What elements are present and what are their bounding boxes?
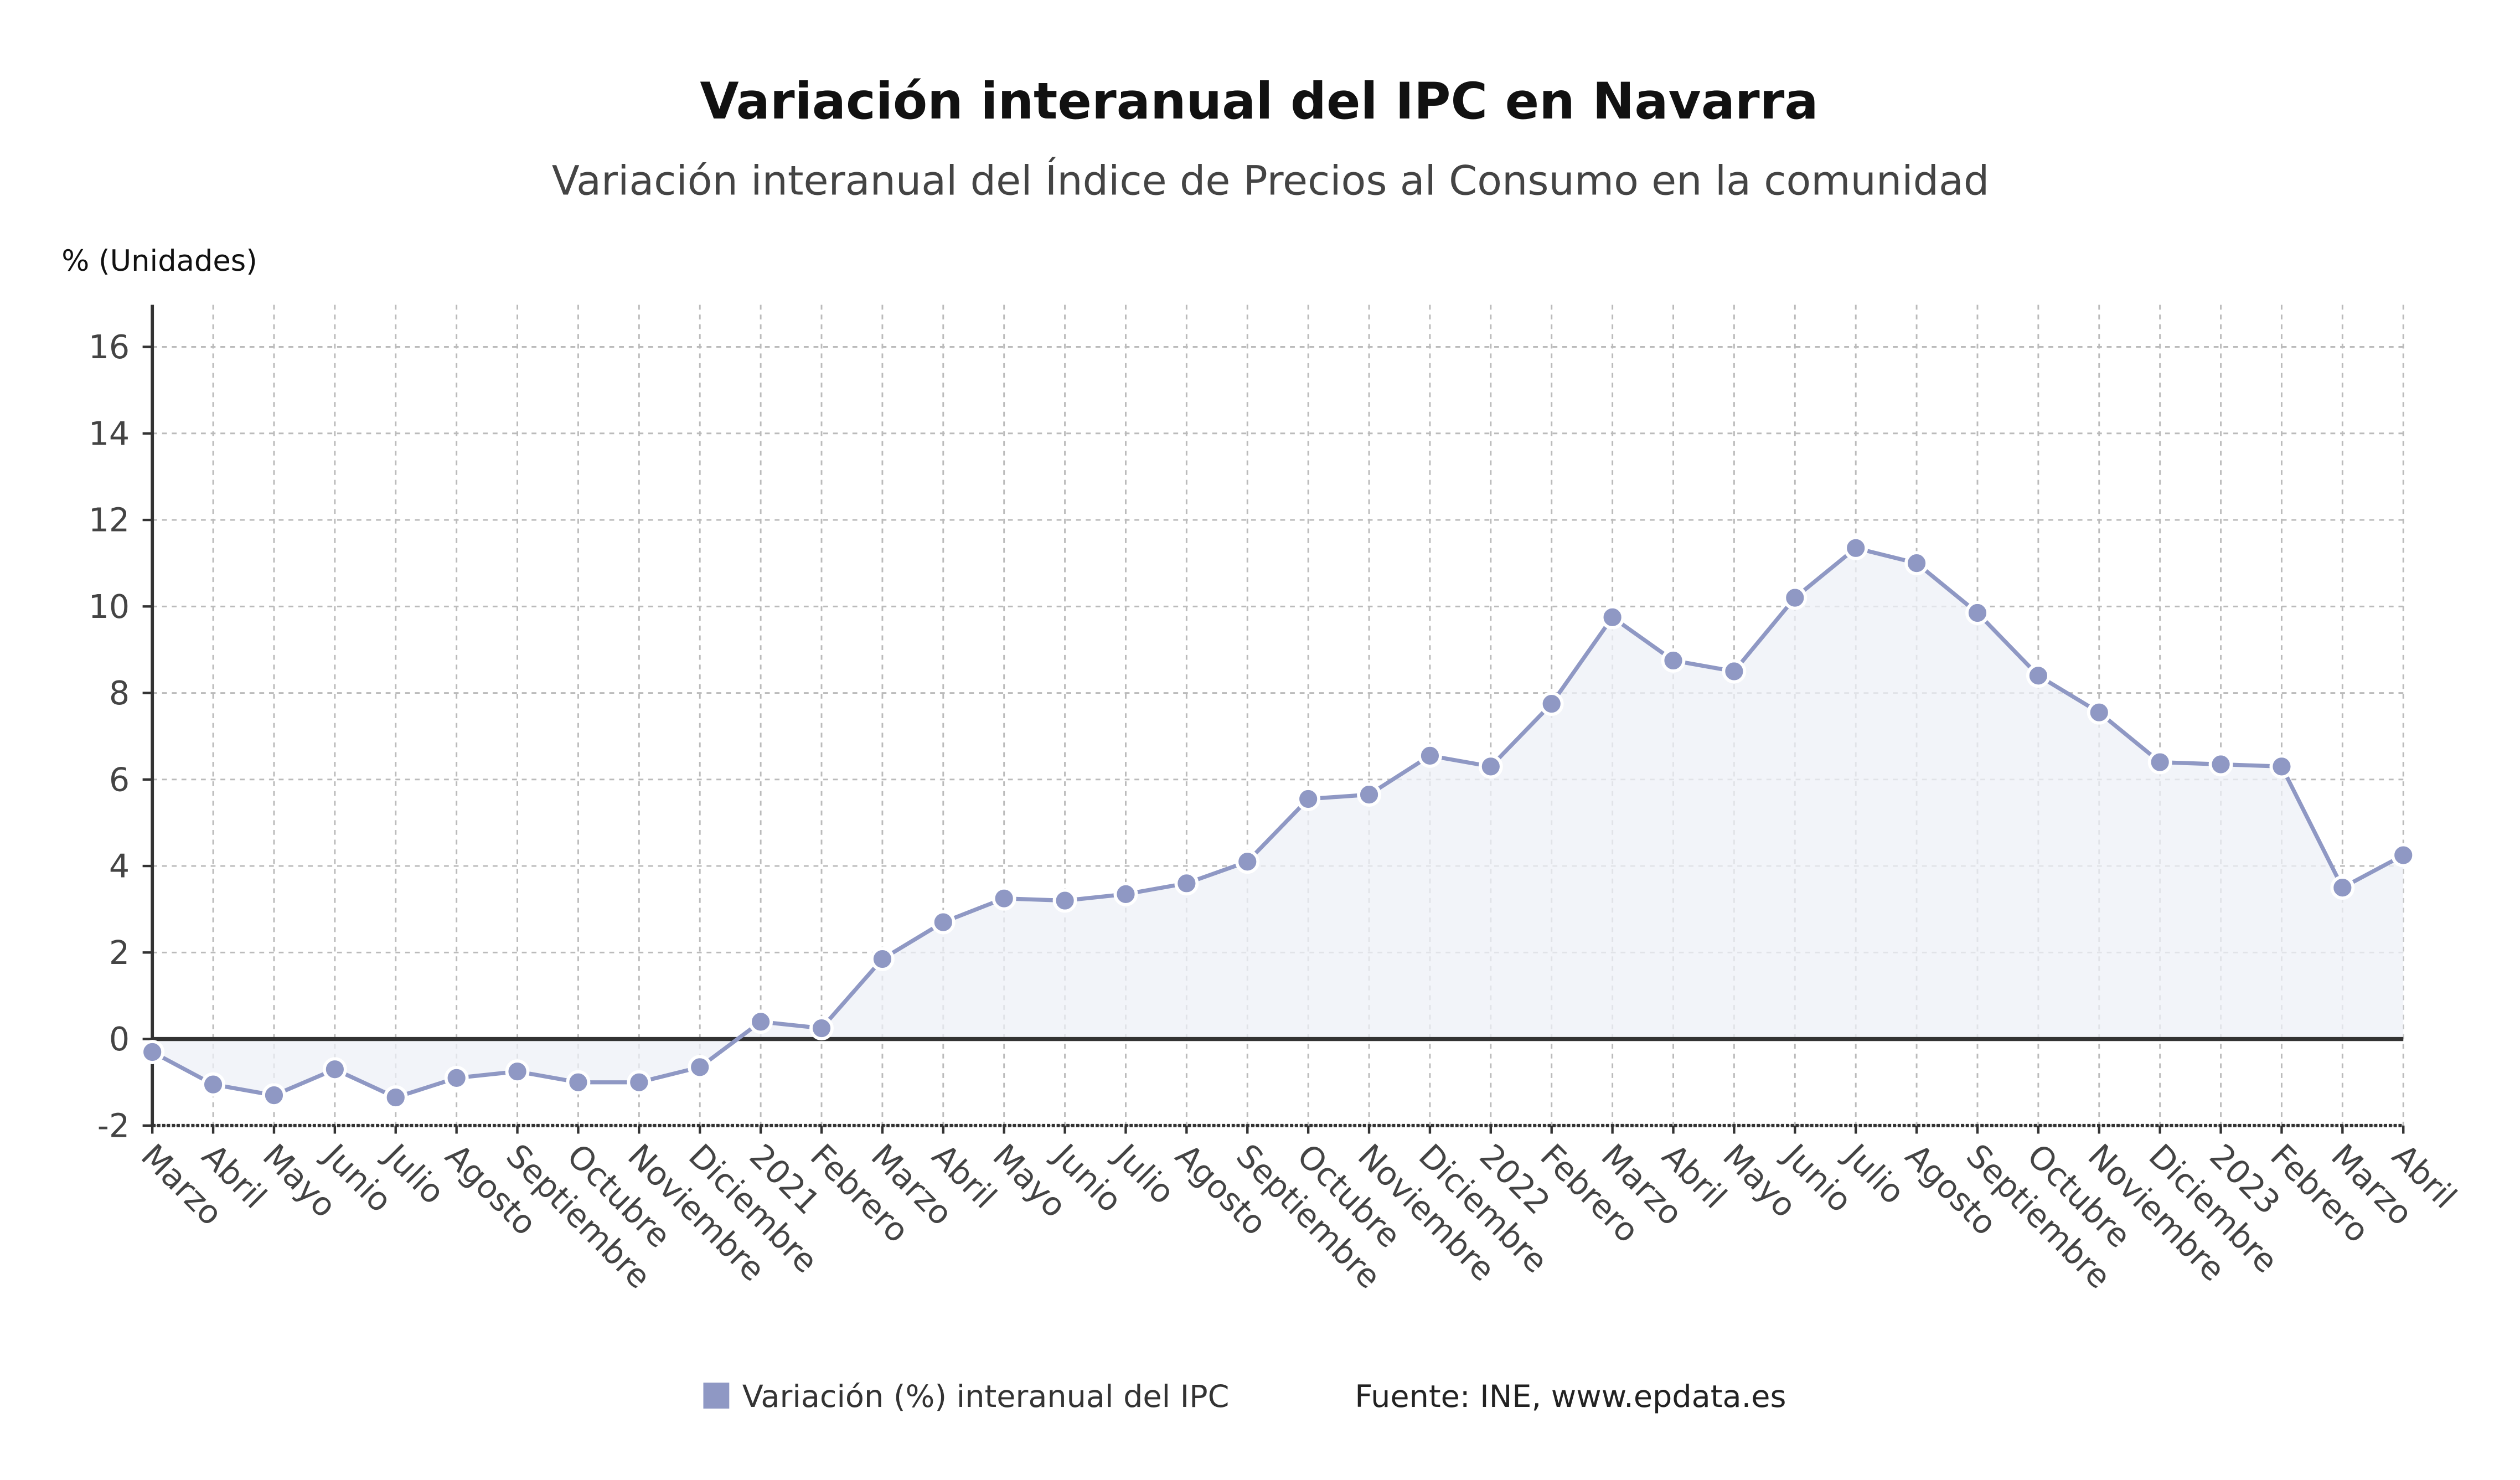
y-tick-label: 14 (89, 415, 130, 452)
data-point (2026, 663, 2051, 688)
data-point (809, 1016, 834, 1041)
data-point (627, 1070, 652, 1095)
data-point (2269, 754, 2294, 779)
data-point (870, 947, 895, 972)
y-tick-label: 12 (89, 502, 130, 539)
data-point (1478, 754, 1503, 779)
data-point (931, 910, 956, 935)
data-point (1843, 535, 1868, 560)
data-point (566, 1070, 591, 1095)
series-area (152, 548, 2404, 1098)
data-point (2087, 700, 2111, 725)
data-point (322, 1057, 347, 1082)
y-tick-label: 10 (89, 588, 130, 626)
points (140, 535, 2416, 1110)
data-point (1783, 585, 1808, 610)
data-point (688, 1055, 712, 1080)
legend-label[interactable]: Variación (%) interanual del IPC (742, 1379, 1230, 1415)
chart-subtitle: Variación interanual del Índice de Preci… (552, 157, 1990, 204)
data-point (1417, 743, 1442, 768)
y-axis-label: % (Unidades) (61, 244, 257, 278)
data-point (1296, 787, 1321, 811)
data-point (2147, 750, 2172, 775)
data-point (1235, 849, 1260, 874)
y-tick-label: 16 (89, 328, 130, 366)
data-point (1052, 888, 1077, 913)
data-point (444, 1065, 469, 1090)
data-point (505, 1059, 530, 1084)
y-ticks: -2 0 2 4 6 8 10 12 14 16 (89, 328, 153, 1144)
data-point (201, 1072, 226, 1097)
data-point (1174, 871, 1199, 896)
data-point (383, 1085, 408, 1110)
legend-swatch (703, 1383, 730, 1409)
data-point (1600, 605, 1625, 630)
data-point (140, 1040, 165, 1064)
data-point (1113, 881, 1138, 906)
x-ticks: MarzoAbrilMayoJunioJulioAgostoSeptiembre… (134, 1125, 2464, 1296)
y-tick-label: 4 (109, 848, 130, 885)
data-point (2208, 752, 2233, 777)
data-point (1357, 782, 1381, 807)
data-point (1904, 551, 1929, 576)
y-tick-label: 0 (109, 1020, 130, 1058)
chart-title: Variación interanual del IPC en Navarra (700, 73, 1818, 131)
data-point (1661, 648, 1686, 673)
data-point (2391, 843, 2416, 868)
source-label: Fuente: INE, www.epdata.es (1355, 1379, 1786, 1415)
data-point (1965, 601, 1990, 625)
data-point (1722, 659, 1747, 684)
data-point (748, 1009, 773, 1034)
area (152, 548, 2404, 1098)
y-tick-label: 6 (109, 761, 130, 798)
data-point (1539, 692, 1564, 716)
data-point (262, 1083, 286, 1108)
axes (151, 305, 2404, 1127)
y-tick-label: 8 (109, 674, 130, 712)
y-tick-label: -2 (97, 1107, 130, 1144)
y-tick-label: 2 (109, 934, 130, 972)
data-point (2330, 875, 2355, 900)
data-point (992, 886, 1016, 911)
